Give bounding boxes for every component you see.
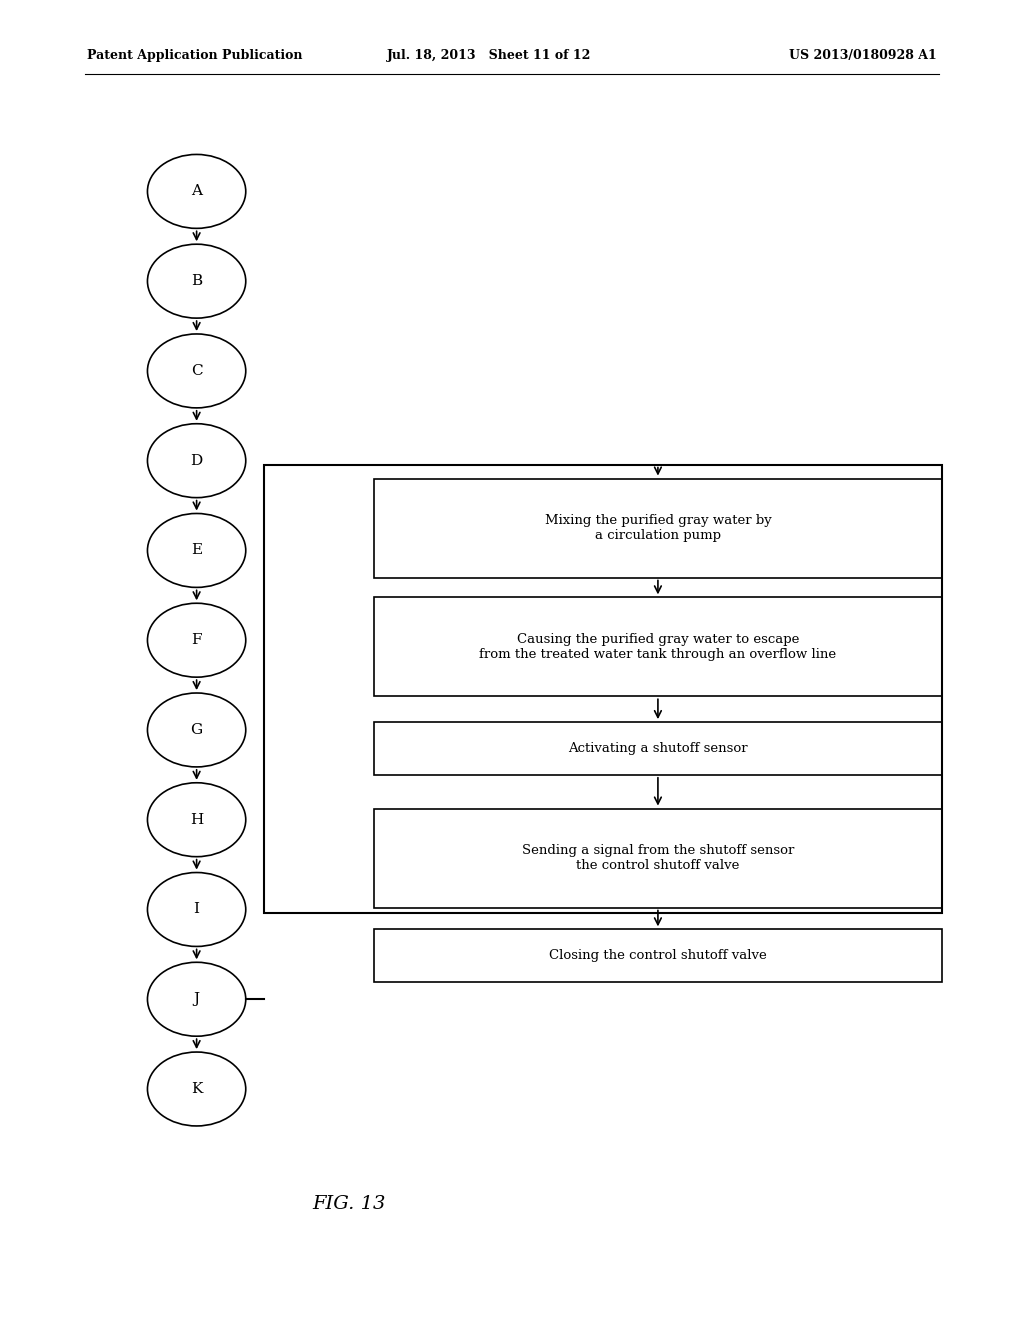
Text: Mixing the purified gray water by
a circulation pump: Mixing the purified gray water by a circ… [545,513,771,543]
Text: G: G [190,723,203,737]
Text: US 2013/0180928 A1: US 2013/0180928 A1 [790,49,937,62]
Bar [264,465,942,913]
Text: J: J [194,993,200,1006]
Text: Patent Application Publication: Patent Application Publication [87,49,302,62]
Text: FIG. 13: FIG. 13 [312,1195,386,1213]
Text: C: C [190,364,203,378]
Text: H: H [190,813,203,826]
Text: K: K [190,1082,203,1096]
Bar [374,722,942,775]
Bar [374,479,942,578]
Text: Sending a signal from the shutoff sensor
the control shutoff valve: Sending a signal from the shutoff sensor… [522,843,794,873]
Text: I: I [194,903,200,916]
Text: Causing the purified gray water to escape
from the treated water tank through an: Causing the purified gray water to escap… [479,632,837,661]
Bar [374,808,942,908]
Bar [374,929,942,982]
Text: Activating a shutoff sensor: Activating a shutoff sensor [568,742,748,755]
Text: B: B [191,275,202,288]
Text: A: A [191,185,202,198]
Text: D: D [190,454,203,467]
Text: E: E [191,544,202,557]
Text: Closing the control shutoff valve: Closing the control shutoff valve [549,949,767,962]
Bar [374,597,942,697]
Text: Jul. 18, 2013   Sheet 11 of 12: Jul. 18, 2013 Sheet 11 of 12 [387,49,592,62]
Text: F: F [191,634,202,647]
